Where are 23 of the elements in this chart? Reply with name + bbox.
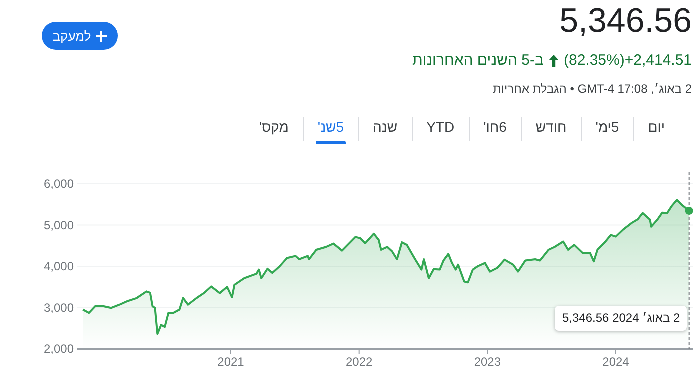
- text: 5שנ': [302, 117, 358, 141]
- y-tick-label: 5,000: [44, 218, 74, 232]
- chart-subtitle: (82.35%)+2,414.51: [564, 52, 692, 69]
- text: YTD: [412, 117, 469, 141]
- x-tick-label: 2024: [602, 355, 630, 369]
- text: 2 באוג׳, 17:08 GMT-4 • הגבלת אחריות: [493, 82, 692, 96]
- title: 5,346.56: [560, 2, 692, 41]
- x-tick-label: 2022: [346, 355, 374, 369]
- text: יום: [633, 117, 679, 141]
- y-tick-label: 6,000: [44, 177, 74, 191]
- text: חודש: [520, 117, 581, 141]
- text: 5ימ': [580, 117, 634, 141]
- y-tick-label: 4,000: [44, 260, 74, 274]
- annotation: 2 באוג׳ 2024 5,346.56: [555, 306, 688, 331]
- text: שנה: [358, 117, 412, 141]
- text: למעקב: [52, 28, 92, 44]
- y-tick-label: 2,000: [44, 342, 74, 356]
- y-tick-label: 3,000: [44, 300, 74, 315]
- text: 6חו': [468, 117, 521, 141]
- text: ב-5 השנים האחרונות: [412, 52, 544, 69]
- x-tick-label: 2023: [474, 355, 502, 369]
- text: מקס': [258, 118, 290, 137]
- x-tick-label: 2021: [218, 355, 245, 369]
